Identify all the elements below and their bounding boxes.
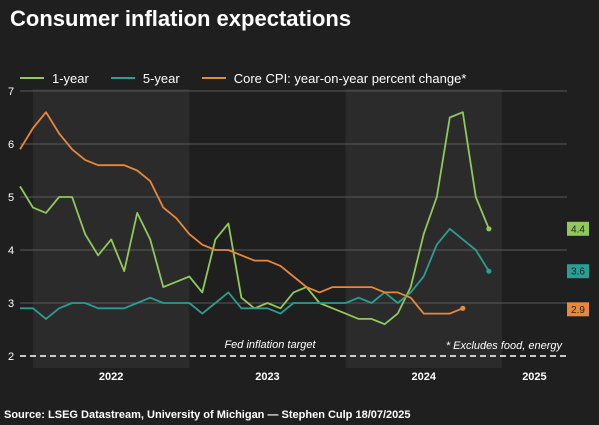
y-tick-label-5: 5: [8, 192, 14, 204]
legend-item-5-year: 5-year: [110, 70, 180, 86]
y-tick-label-6: 6: [8, 139, 14, 151]
end-marker-1-year: [486, 226, 492, 232]
y-axis-tick-labels: 2 3 4 5 6 7: [8, 86, 14, 363]
legend-swatch-core-cpi: [201, 77, 226, 79]
source-note: Source: LSEG Datastream, University of M…: [4, 409, 411, 421]
fed-target-label: Fed inflation target: [224, 339, 316, 351]
chart-legend: 1-year 5-year Core CPI: year-on-year per…: [20, 70, 488, 86]
legend-swatch-1-year: [20, 77, 44, 79]
y-tick-label-3: 3: [8, 298, 14, 310]
legend-item-1-year: 1-year: [20, 71, 89, 86]
end-marker-5-year: [486, 268, 492, 274]
x-tick-label-2023: 2023: [255, 371, 279, 383]
x-tick-label-2025: 2025: [522, 371, 546, 383]
legend-label-1-year: 1-year: [52, 70, 89, 86]
legend-label-5-year: 5-year: [142, 70, 180, 86]
end-label-core-cpi: 2.9: [571, 305, 585, 316]
series-lines: [19, 111, 490, 326]
shaded-year-bands: [33, 89, 502, 368]
page-title: Consumer inflation expectations: [10, 6, 352, 31]
x-tick-label-2024: 2024: [411, 371, 436, 383]
excludes-footnote: * Excludes food, energy: [446, 340, 564, 352]
y-tick-label-7: 7: [8, 86, 14, 98]
y-tick-label-4: 4: [8, 245, 14, 257]
legend-item-core-cpi: Core CPI: year-on-year percent change*: [201, 70, 467, 86]
x-tick-label-2022: 2022: [99, 371, 123, 383]
y-tick-label-2: 2: [8, 351, 14, 363]
end-label-box-5-year: [567, 264, 589, 279]
shade-band-2022: [33, 89, 190, 368]
end-label-5-year: 3.6: [571, 267, 585, 278]
legend-swatch-5-year: [110, 77, 135, 79]
x-axis-tick-labels: 2022 2023 2024 2025: [99, 371, 547, 383]
end-label-box-1-year: [567, 221, 589, 236]
end-label-box-core-cpi: [567, 302, 589, 317]
shade-band-2024: [345, 89, 502, 368]
series-line-core-cpi: [19, 111, 464, 315]
end-label-1-year: 4.4: [571, 224, 585, 235]
end-value-labels: 4.4 3.6 2.9: [460, 221, 589, 317]
series-line-5-year: [20, 227, 490, 320]
legend-label-core-cpi: Core CPI: year-on-year percent change*: [233, 70, 467, 86]
end-marker-core-cpi: [460, 305, 466, 311]
